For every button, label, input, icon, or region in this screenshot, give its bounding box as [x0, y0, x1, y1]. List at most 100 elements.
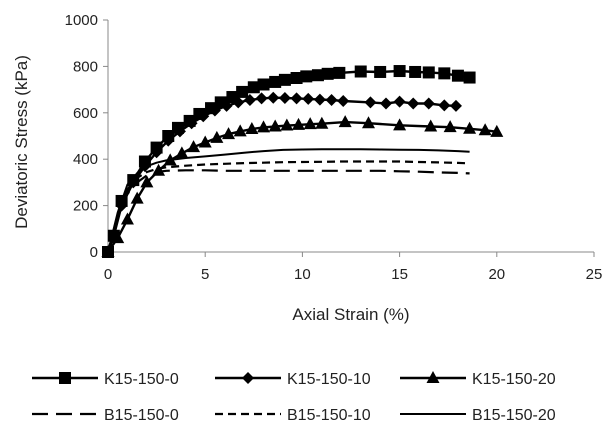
- x-tick-label: 20: [488, 266, 505, 283]
- data-point: [438, 99, 451, 112]
- data-point: [187, 140, 201, 153]
- series-B15-150-0: [106, 169, 470, 253]
- legend-swatch-marker: [426, 371, 440, 383]
- data-point: [303, 117, 317, 130]
- data-point: [364, 96, 377, 109]
- data-point: [300, 70, 313, 83]
- data-point: [393, 118, 407, 131]
- data-point: [150, 146, 163, 159]
- data-point: [175, 146, 189, 159]
- series-line: [106, 160, 470, 253]
- y-tick-label: 800: [73, 58, 98, 75]
- data-point: [111, 231, 125, 244]
- data-point: [478, 123, 492, 136]
- data-point: [338, 115, 352, 128]
- series-K15-150-20: [101, 115, 504, 257]
- data-point: [443, 120, 457, 133]
- series-line: [107, 148, 470, 253]
- data-point: [292, 117, 306, 130]
- data-point: [407, 97, 420, 110]
- data-point: [379, 97, 392, 110]
- legend-item: K15-150-20: [400, 371, 556, 388]
- legend-item: B15-150-20: [400, 407, 556, 424]
- data-point: [197, 110, 210, 123]
- x-tick-label: 0: [104, 266, 112, 283]
- data-point: [463, 121, 477, 134]
- data-point: [302, 92, 315, 105]
- data-point: [140, 175, 154, 188]
- legend-swatch-marker: [59, 372, 71, 384]
- legend-item: K15-150-0: [32, 371, 179, 388]
- data-point: [313, 93, 326, 106]
- legend-label: K15-150-10: [287, 371, 371, 388]
- data-point: [333, 66, 346, 79]
- data-point: [162, 134, 175, 147]
- data-point: [257, 120, 271, 133]
- data-point: [290, 72, 303, 84]
- data-point: [267, 91, 280, 104]
- legend-label: B15-150-20: [472, 407, 556, 424]
- data-point: [233, 124, 247, 137]
- x-tick-label: 5: [201, 266, 209, 283]
- data-point: [325, 94, 338, 107]
- legend-label: B15-150-0: [104, 407, 179, 424]
- data-point: [173, 125, 186, 138]
- series-B15-150-20: [107, 148, 470, 253]
- data-point: [438, 67, 451, 80]
- data-point: [290, 92, 303, 105]
- series-K15-150-10: [102, 91, 462, 258]
- data-point: [120, 212, 134, 225]
- data-point: [422, 66, 435, 79]
- data-point: [374, 65, 387, 78]
- data-point: [130, 191, 144, 204]
- data-point: [422, 97, 435, 110]
- data-point: [269, 75, 282, 88]
- data-point: [337, 94, 350, 107]
- data-point: [232, 96, 245, 109]
- legend: K15-150-0 K15-150-10 K15-150-20 B15-150-0 B1…: [32, 371, 556, 424]
- y-tick-label: 600: [73, 105, 98, 122]
- x-tick-label: 25: [586, 266, 603, 283]
- data-point: [236, 85, 249, 98]
- data-point: [280, 118, 294, 131]
- y-tick-label: 400: [73, 151, 98, 168]
- data-point: [268, 119, 282, 132]
- data-point: [208, 104, 221, 117]
- series-line: [106, 169, 470, 253]
- legend-item: B15-150-10: [215, 407, 371, 424]
- data-point: [220, 99, 233, 112]
- series-B15-150-10: [106, 160, 470, 253]
- legend-label: K15-150-0: [104, 371, 179, 388]
- data-point: [354, 65, 367, 78]
- data-point: [424, 119, 438, 132]
- data-point: [257, 78, 270, 91]
- data-point: [463, 71, 476, 84]
- data-point: [278, 91, 291, 104]
- data-point: [393, 65, 406, 78]
- data-point: [361, 116, 375, 129]
- data-point: [247, 81, 260, 94]
- legend-label: K15-150-20: [472, 371, 556, 388]
- data-point: [409, 65, 422, 78]
- plot-series: [101, 65, 504, 258]
- legend-label: B15-150-10: [287, 407, 371, 424]
- y-axis-label: Deviatoric Stress (kPa): [12, 55, 31, 229]
- y-tick-label: 200: [73, 198, 98, 215]
- x-tick-label: 15: [391, 266, 408, 283]
- data-point: [245, 122, 259, 135]
- x-tick-label: 10: [294, 266, 311, 283]
- data-point: [321, 67, 334, 80]
- legend-item: K15-150-10: [215, 371, 371, 388]
- data-point: [315, 116, 329, 129]
- data-point: [393, 95, 406, 108]
- data-point: [210, 130, 224, 143]
- x-axis-label: Axial Strain (%): [292, 305, 409, 324]
- data-point: [449, 99, 462, 112]
- series-line: [107, 120, 497, 253]
- data-point: [198, 135, 212, 148]
- legend-swatch-marker: [242, 372, 254, 384]
- data-point: [222, 127, 236, 140]
- data-point: [243, 94, 256, 107]
- data-point: [451, 69, 464, 82]
